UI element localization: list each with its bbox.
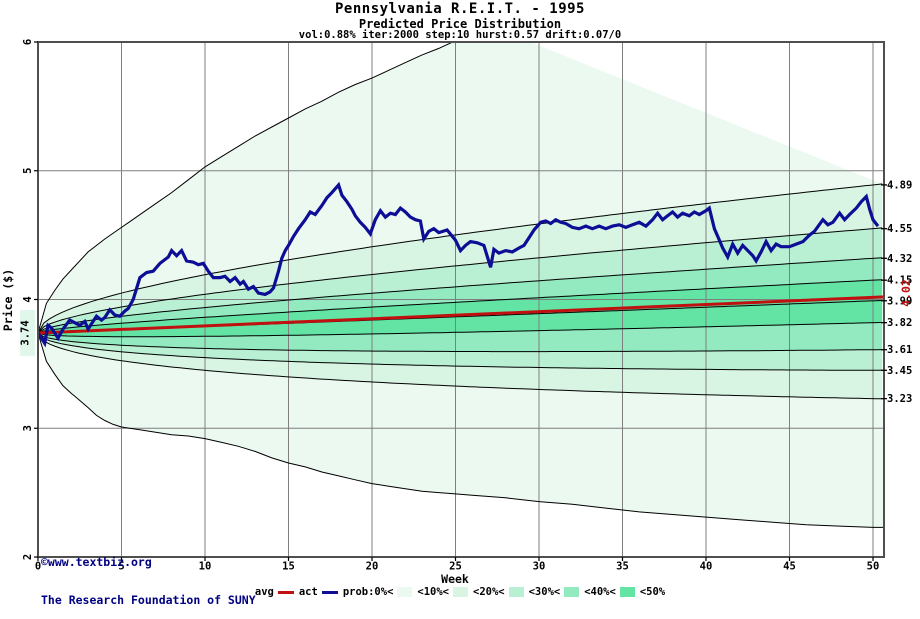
boundary-upper-40pct <box>38 279 883 334</box>
boundary-label-upper-40pct: 4.15 <box>887 275 912 287</box>
x-tick-label: 30 <box>533 561 546 573</box>
band-region <box>38 183 883 333</box>
legend-item-10: <10%< <box>417 586 468 598</box>
legend-label: <20%< <box>473 586 505 598</box>
band-boundary-lines <box>38 42 884 528</box>
chart-title: Pennsylvania R.E.I.T. - 1995 <box>334 1 585 17</box>
x-tick-label: 15 <box>282 561 295 573</box>
boundary-upper-20pct <box>38 227 883 334</box>
boundary-upper-30pct <box>38 257 883 334</box>
legend-label: <10%< <box>417 586 449 598</box>
legend-label: <30%< <box>528 586 561 598</box>
x-tick-label: 50 <box>867 561 880 573</box>
legend-swatch <box>397 587 413 597</box>
x-axis-title: Week <box>441 572 469 586</box>
copyright-block: ©www.textbiz.org The Research Foundation… <box>41 531 256 619</box>
probability-bands <box>38 42 884 528</box>
price-distribution-chart: 0 5 10 15 20 25 30 35 40 45 50 6 5 4 3 2 Price ($) Week 3.… <box>1 39 913 586</box>
chart-legend: avg act prob:0%< <10%< <20%< <30%< <40%< <50% <box>0 585 920 599</box>
y-tick-label: 6 <box>22 39 34 45</box>
copyright-url[interactable]: ©www.textbiz.org <box>41 555 152 569</box>
legend-label: act <box>298 586 318 598</box>
average-price-line <box>38 295 884 335</box>
legend-swatch <box>321 590 338 594</box>
boundary-label-lower-10pct: 3.23 <box>887 393 912 405</box>
y-axis-title: Price ($) <box>1 269 15 331</box>
boundary-envelope-top <box>38 42 454 334</box>
boundary-label-upper-20pct: 4.55 <box>887 223 912 235</box>
band-region <box>38 333 884 528</box>
chart-subtitle: Predicted Price Distribution <box>358 17 562 31</box>
band-region <box>38 322 883 352</box>
axis-ticks-and-labels: 0 5 10 15 20 25 30 35 40 45 50 6 5 4 3 2 <box>22 39 879 573</box>
boundary-lower-10pct <box>38 332 883 400</box>
boundary-lower-40pct <box>38 321 883 338</box>
band-region <box>38 333 883 399</box>
x-tick-label: 10 <box>199 561 212 573</box>
legend-label: prob:0%< <box>342 586 394 598</box>
legend-item-40: <40%< <box>584 586 635 598</box>
boundary-lower-20pct <box>38 332 883 371</box>
boundary-lower-30pct <box>38 332 883 353</box>
boundary-label-upper-30pct: 4.32 <box>887 253 912 265</box>
legend-item-avg: avg <box>255 586 294 598</box>
y-tick-label: 4 <box>22 296 34 302</box>
x-tick-label: 0 <box>35 561 41 573</box>
legend-item-50: <50% <box>640 586 665 598</box>
start-price-label: 3.74 <box>20 320 32 345</box>
legend-swatch <box>564 587 580 597</box>
boundary-label-lower-30pct: 3.61 <box>887 344 912 356</box>
x-tick-label: 40 <box>700 561 713 573</box>
boundary-label-upper-10pct: 4.89 <box>887 179 912 191</box>
boundary-label-median: 3.99 <box>887 295 912 307</box>
y-tick-label: 5 <box>22 168 34 174</box>
start-price-highlight <box>20 309 35 356</box>
x-tick-label: 25 <box>449 561 462 573</box>
x-tick-label: 5 <box>118 561 124 573</box>
band-region <box>38 227 883 333</box>
band-region <box>38 42 883 333</box>
boundary-label-lower-20pct: 3.45 <box>887 365 912 377</box>
legend-swatch <box>619 587 635 597</box>
right-boundary-labels: 4.89 4.55 4.32 4.15 3.99 3.82 3.61 3.45 3.23 <box>881 179 912 405</box>
band-region <box>38 279 883 333</box>
legend-item-30: <30%< <box>529 586 580 598</box>
boundary-label-lower-40pct: 3.82 <box>887 317 912 329</box>
legend-item-20: <20%< <box>473 586 524 598</box>
legend-label: avg <box>254 586 274 598</box>
average-end-label: 4.02 <box>899 279 913 307</box>
legend-swatch <box>453 587 468 597</box>
legend-label: <50% <box>639 586 666 598</box>
x-tick-label: 20 <box>366 561 379 573</box>
boundary-upper-10pct <box>38 183 883 334</box>
x-tick-label: 45 <box>783 561 796 573</box>
legend-label: <40%< <box>584 586 616 598</box>
legend-item-act: act <box>299 586 338 598</box>
simulation-parameters: vol:0.88% iter:2000 step:10 hurst:0.57 d… <box>298 29 622 41</box>
x-tick-label: 35 <box>616 561 629 573</box>
legend-item-prob0: prob:0%< <box>343 586 413 598</box>
actual-price-line <box>38 181 880 348</box>
legend-swatch <box>277 590 294 594</box>
y-tick-label: 3 <box>22 425 34 431</box>
legend-swatch <box>508 587 524 597</box>
y-tick-label: 2 <box>22 554 34 560</box>
boundary-envelope-bottom <box>38 332 884 528</box>
